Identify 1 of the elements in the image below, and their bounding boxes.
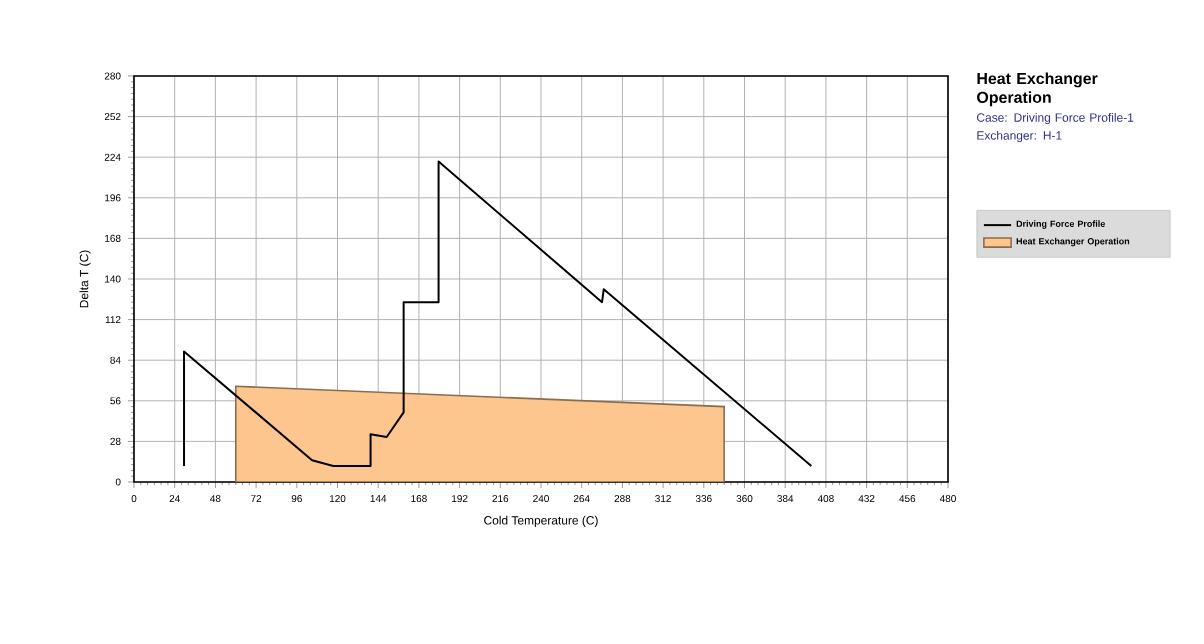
line-series <box>183 160 813 468</box>
